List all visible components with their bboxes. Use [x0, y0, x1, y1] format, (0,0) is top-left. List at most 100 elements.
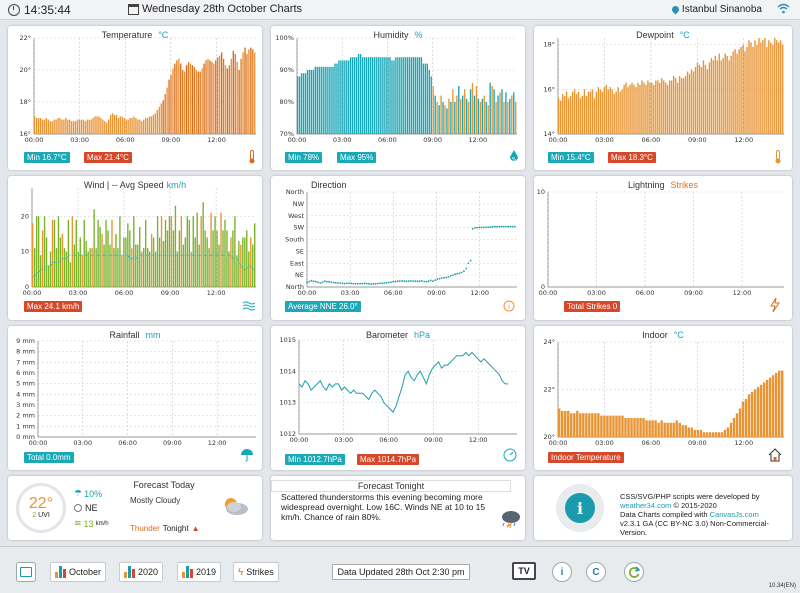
bar: [47, 119, 49, 134]
bar: [491, 86, 493, 134]
x-tick-label: 03:00: [341, 289, 360, 297]
y-tick-label: 100%: [275, 34, 294, 42]
tv-button[interactable]: TV: [512, 562, 536, 580]
canvasjs-link[interactable]: CanvasJs.com: [709, 510, 759, 519]
bar: [252, 244, 254, 287]
bar: [479, 102, 482, 134]
direction-info-icon[interactable]: i: [503, 300, 515, 315]
x-tick-label: 09:00: [163, 439, 182, 447]
bar: [246, 230, 248, 287]
direction-point: [323, 280, 326, 283]
bar: [353, 57, 356, 135]
bar: [401, 57, 403, 135]
bar: [467, 102, 470, 134]
bar: [352, 57, 354, 135]
bar: [617, 87, 619, 134]
bar-chart-icon: [124, 566, 135, 578]
bar: [377, 57, 379, 135]
x-tick-label: 12:00: [469, 436, 488, 444]
x-tick-label: 03:00: [69, 289, 88, 297]
bar: [728, 60, 730, 134]
bar: [481, 98, 483, 134]
direction-point: [387, 281, 390, 284]
bar: [242, 237, 244, 287]
bar: [418, 57, 421, 135]
bar: [426, 63, 428, 134]
info-button[interactable]: i: [552, 562, 572, 582]
direction-point: [502, 225, 505, 228]
strikes-button[interactable]: ϟ Strikes: [233, 562, 279, 582]
location[interactable]: Istanbul Sinanoba: [670, 4, 762, 15]
bar: [601, 91, 603, 134]
y-tick-label: 70%: [280, 130, 294, 138]
copyright-icon: C: [592, 566, 600, 578]
weather34-link[interactable]: weather34.com: [620, 501, 672, 510]
bar: [665, 82, 667, 134]
bar: [85, 241, 87, 287]
bar: [168, 79, 170, 134]
direction-point: [394, 280, 397, 283]
bar: [109, 114, 112, 134]
bar: [489, 82, 491, 134]
bar: [591, 89, 594, 134]
bar: [80, 119, 83, 134]
bar: [324, 66, 326, 134]
bar: [615, 91, 617, 134]
forecast-summary: Mostly Cloudy: [130, 496, 181, 505]
direction-chart: 00:00 03:00 06:00 09:00 12:00 North NE East SE So…: [285, 188, 517, 297]
refresh-button[interactable]: [624, 562, 644, 582]
x-tick-label: 03:00: [333, 136, 352, 144]
bar: [191, 65, 194, 134]
bar: [183, 71, 186, 134]
bar: [34, 116, 36, 134]
bar: [681, 425, 684, 438]
x-tick-label: 12:00: [208, 439, 227, 447]
direction-point: [372, 282, 375, 285]
lightning-chart: 00:00 03:00 06:00 09:00 12:00 0 10: [537, 188, 784, 297]
bar: [621, 89, 623, 134]
year-2020-button[interactable]: 2020: [119, 562, 164, 582]
bar: [302, 73, 305, 134]
x-tick-label: 12:00: [734, 439, 753, 447]
bar: [563, 96, 566, 134]
bar: [355, 57, 358, 135]
bar: [567, 98, 570, 134]
bar: [244, 47, 246, 134]
october-charts-button[interactable]: October: [50, 562, 107, 582]
direction-point: [396, 280, 399, 283]
bar: [166, 87, 168, 134]
bar: [585, 96, 588, 134]
y-tick-label: 5 mm: [16, 380, 35, 388]
bar: [723, 429, 727, 437]
bar: [648, 420, 651, 437]
bar: [93, 209, 95, 287]
bar: [82, 119, 85, 134]
humidity-max-badge: Max 95%: [337, 152, 377, 163]
x-tick-label: 00:00: [23, 289, 42, 297]
year-2019-button[interactable]: 2019: [177, 562, 222, 582]
y-tick-label: 2 mm: [16, 412, 35, 420]
bar: [462, 95, 464, 134]
y-tick-label: 14°: [543, 130, 555, 138]
bar: [607, 89, 609, 134]
dashboard-button[interactable]: [16, 562, 36, 582]
credits-panel: i CSS/SVG/PHP scripts were developed by …: [534, 476, 792, 540]
bar: [567, 410, 570, 437]
uvi-line: 2 UVI: [32, 512, 50, 520]
dewpoint-max-badge: Max 18.3°C: [608, 152, 656, 163]
humidity-chart: 00:00 03:00 06:00 09:00 12:00 70% 80% 90% 100%: [275, 34, 517, 144]
info-circle[interactable]: i: [556, 484, 604, 532]
forecast-today-title: Forecast Today: [133, 480, 195, 490]
bar: [125, 119, 127, 134]
temperature-max-badge: Max 21.4°C: [84, 152, 132, 163]
bar: [100, 118, 102, 134]
lightning-title: Lightning Strikes: [627, 180, 699, 190]
bar: [663, 80, 665, 134]
bar: [135, 118, 137, 134]
bar: [363, 57, 366, 135]
copyright-button[interactable]: C: [586, 562, 606, 582]
bar: [397, 57, 399, 135]
lightning-panel: Lightning Strikes 00:00 03:00 06:00 09:00 12:…: [534, 176, 792, 320]
bar: [178, 58, 180, 134]
bar: [393, 60, 395, 134]
